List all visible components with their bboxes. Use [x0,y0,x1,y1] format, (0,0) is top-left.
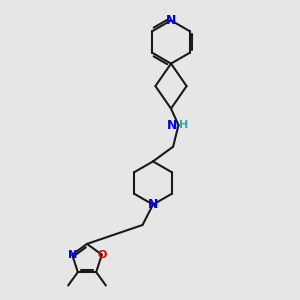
Text: H: H [179,119,188,130]
Text: N: N [167,119,177,132]
Text: N: N [148,198,158,211]
Text: O: O [98,250,107,260]
Text: N: N [68,250,77,260]
Text: N: N [166,14,176,27]
